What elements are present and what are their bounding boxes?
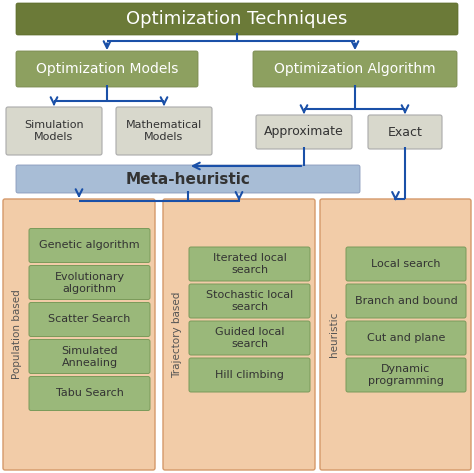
Text: Optimization Algorithm: Optimization Algorithm — [274, 62, 436, 76]
Text: Evolutionary
algorithm: Evolutionary algorithm — [55, 272, 125, 294]
Text: Trajectory based: Trajectory based — [172, 291, 182, 377]
Text: Tabu Search: Tabu Search — [55, 388, 123, 398]
FancyBboxPatch shape — [29, 265, 150, 299]
Text: Branch and bound: Branch and bound — [355, 296, 457, 306]
FancyBboxPatch shape — [3, 199, 155, 470]
FancyBboxPatch shape — [6, 204, 28, 465]
FancyBboxPatch shape — [346, 321, 466, 355]
Text: Dynamic
programming: Dynamic programming — [368, 364, 444, 386]
Text: Hill climbing: Hill climbing — [215, 370, 284, 380]
Text: Exact: Exact — [388, 125, 422, 139]
Text: Genetic algorithm: Genetic algorithm — [39, 240, 140, 251]
FancyBboxPatch shape — [189, 321, 310, 355]
Text: Stochastic local
search: Stochastic local search — [206, 290, 293, 312]
Text: Approximate: Approximate — [264, 125, 344, 139]
FancyBboxPatch shape — [29, 377, 150, 411]
FancyBboxPatch shape — [189, 247, 310, 281]
FancyBboxPatch shape — [163, 199, 315, 470]
Text: Cut and plane: Cut and plane — [367, 333, 445, 343]
Text: Population based: Population based — [12, 289, 22, 379]
FancyBboxPatch shape — [29, 303, 150, 336]
FancyBboxPatch shape — [346, 247, 466, 281]
Text: heuristic: heuristic — [329, 312, 339, 357]
FancyBboxPatch shape — [323, 204, 345, 465]
FancyBboxPatch shape — [16, 3, 458, 35]
FancyBboxPatch shape — [189, 284, 310, 318]
FancyBboxPatch shape — [29, 340, 150, 374]
FancyBboxPatch shape — [346, 284, 466, 318]
FancyBboxPatch shape — [368, 115, 442, 149]
FancyBboxPatch shape — [320, 199, 471, 470]
Text: Local search: Local search — [371, 259, 441, 269]
FancyBboxPatch shape — [116, 107, 212, 155]
FancyBboxPatch shape — [166, 204, 188, 465]
FancyBboxPatch shape — [16, 165, 360, 193]
FancyBboxPatch shape — [189, 358, 310, 392]
Text: Meta-heuristic: Meta-heuristic — [126, 172, 250, 186]
Text: Iterated local
search: Iterated local search — [212, 253, 286, 275]
FancyBboxPatch shape — [6, 107, 102, 155]
Text: Scatter Search: Scatter Search — [48, 315, 131, 324]
Text: Simulation
Models: Simulation Models — [24, 120, 84, 142]
FancyBboxPatch shape — [256, 115, 352, 149]
FancyBboxPatch shape — [346, 358, 466, 392]
Text: Simulated
Annealing: Simulated Annealing — [61, 345, 118, 368]
Text: Mathematical
Models: Mathematical Models — [126, 120, 202, 142]
Text: Optimization Techniques: Optimization Techniques — [126, 10, 348, 28]
Text: Guided local
search: Guided local search — [215, 327, 284, 349]
FancyBboxPatch shape — [16, 51, 198, 87]
FancyBboxPatch shape — [253, 51, 457, 87]
Text: Optimization Models: Optimization Models — [36, 62, 178, 76]
FancyBboxPatch shape — [29, 228, 150, 263]
